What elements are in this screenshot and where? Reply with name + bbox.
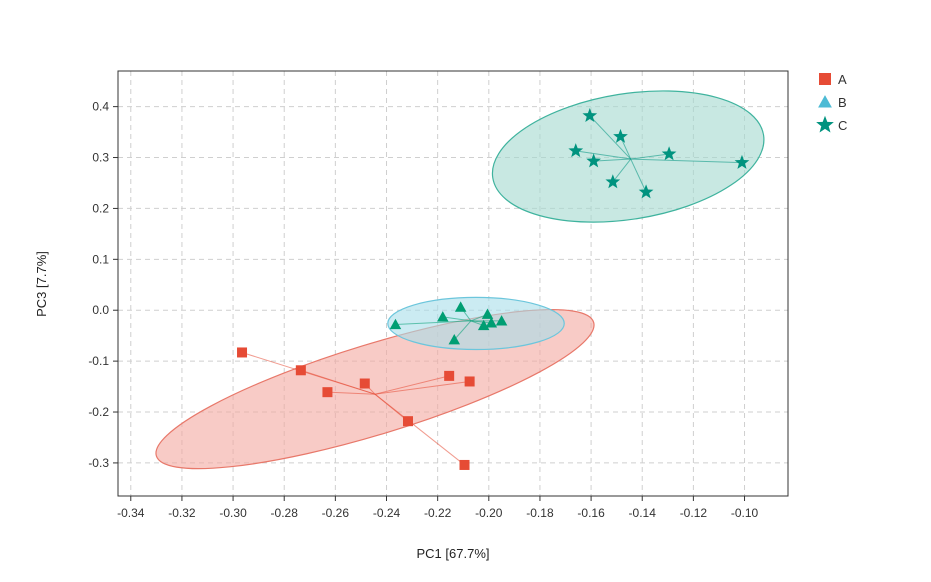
point-a-square-marker bbox=[322, 387, 333, 398]
point-a-square-marker bbox=[237, 347, 248, 358]
data-points bbox=[237, 108, 750, 470]
plot-frame bbox=[117, 70, 789, 497]
point-b-triangle-marker bbox=[448, 333, 461, 345]
spoke-c bbox=[630, 158, 647, 193]
x-tick-label: -0.16 bbox=[577, 506, 605, 520]
legend-a-label: A bbox=[838, 72, 847, 87]
point-b-triangle-marker bbox=[481, 308, 494, 319]
y-tick-label: -0.3 bbox=[88, 456, 109, 470]
x-tick-label: -0.32 bbox=[168, 506, 196, 520]
x-tick-label: -0.34 bbox=[117, 506, 145, 520]
point-c-star-marker bbox=[605, 174, 621, 189]
spoke-c bbox=[575, 150, 631, 160]
ellipse-b bbox=[387, 296, 565, 351]
point-a-square-marker bbox=[402, 416, 413, 427]
x-tick-label: -0.22 bbox=[424, 506, 452, 520]
spoke-b bbox=[442, 316, 471, 322]
y-tick-label: 0.1 bbox=[92, 252, 109, 266]
legend-a-marker bbox=[819, 73, 831, 85]
y-tick-label: -0.1 bbox=[88, 354, 109, 368]
point-a-square-marker bbox=[444, 370, 455, 381]
spoke-b bbox=[453, 320, 472, 341]
y-tick-label: -0.2 bbox=[88, 405, 109, 419]
spoke-c bbox=[612, 158, 632, 183]
y-tick-label: 0.0 bbox=[92, 303, 109, 317]
x-tick-label: -0.12 bbox=[680, 506, 708, 520]
x-axis-label: PC1 [67.7%] bbox=[417, 546, 490, 561]
spoke-c bbox=[630, 158, 742, 164]
point-b-triangle-marker bbox=[437, 311, 449, 322]
spoke-a bbox=[374, 380, 470, 395]
y-axis-ticks: -0.3 -0.2 -0.1 0.0 0.1 0.2 0.3 0.4 bbox=[88, 100, 118, 470]
point-a-square-marker bbox=[459, 459, 470, 470]
point-b-triangle-marker bbox=[485, 317, 498, 328]
y-tick-label: 0.2 bbox=[92, 201, 109, 215]
legend-c-label: C bbox=[838, 118, 847, 133]
y-tick-label: 0.4 bbox=[92, 100, 109, 114]
x-tick-label: -0.28 bbox=[271, 506, 299, 520]
point-a-square-marker bbox=[464, 376, 475, 387]
legend-c-marker bbox=[816, 115, 834, 133]
legend-b-marker bbox=[818, 95, 832, 108]
spoke-a bbox=[327, 391, 376, 395]
y-axis-label: PC3 [7.7%] bbox=[34, 251, 49, 317]
point-c-star-marker bbox=[638, 184, 654, 199]
point-a-square-marker bbox=[359, 378, 370, 389]
point-c-star-marker bbox=[661, 146, 677, 161]
legend-b-label: B bbox=[838, 95, 847, 110]
point-a-square-marker bbox=[295, 365, 306, 376]
spoke-a bbox=[374, 375, 450, 395]
x-tick-label: -0.26 bbox=[322, 506, 350, 520]
x-axis-ticks: -0.34 -0.32 -0.30 -0.28 -0.26 -0.24 -0.22 -0.20… bbox=[117, 496, 759, 520]
point-b-triangle-marker bbox=[454, 301, 467, 312]
centroid-spokes bbox=[241, 115, 742, 466]
spoke-c bbox=[589, 115, 632, 160]
point-b-triangle-marker bbox=[389, 318, 402, 330]
point-b-triangle-marker bbox=[495, 315, 508, 326]
x-tick-label: -0.18 bbox=[526, 506, 554, 520]
spoke-a bbox=[300, 369, 376, 395]
x-tick-label: -0.30 bbox=[219, 506, 247, 520]
point-c-star-marker bbox=[613, 128, 628, 143]
spoke-a bbox=[374, 393, 465, 466]
legend: ABC bbox=[816, 72, 847, 133]
point-c-star-marker bbox=[582, 108, 598, 123]
spoke-c bbox=[593, 158, 631, 162]
x-tick-label: -0.24 bbox=[373, 506, 401, 520]
x-tick-label: -0.14 bbox=[629, 506, 657, 520]
y-tick-label: 0.3 bbox=[92, 151, 109, 165]
spoke-c bbox=[630, 153, 670, 160]
point-c-star-marker bbox=[568, 143, 584, 158]
point-c-star-marker bbox=[734, 154, 750, 169]
spoke-b bbox=[395, 320, 471, 325]
x-tick-label: -0.20 bbox=[475, 506, 503, 520]
x-tick-label: -0.10 bbox=[731, 506, 759, 520]
point-c-star-marker bbox=[586, 153, 602, 168]
